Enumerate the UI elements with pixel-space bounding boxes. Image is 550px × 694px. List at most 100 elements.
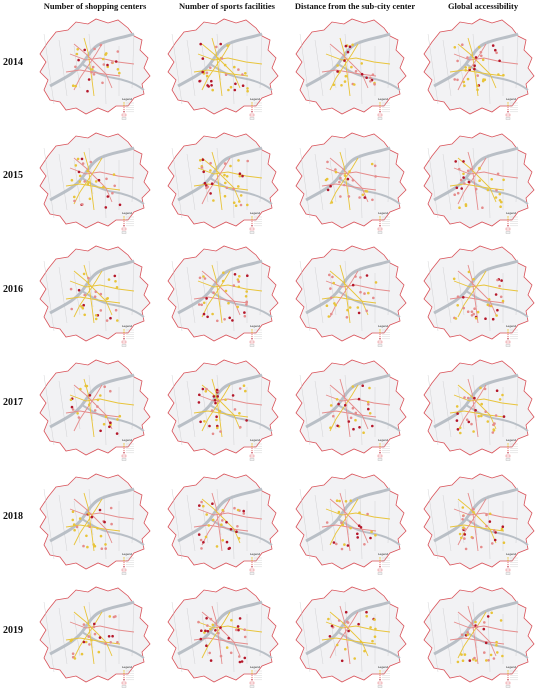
district-line	[314, 494, 324, 552]
metro-line	[449, 296, 505, 304]
map-2017-col1: Legend	[30, 355, 160, 467]
district-line	[487, 607, 491, 673]
station-point	[243, 628, 246, 631]
station-point	[242, 512, 246, 515]
station-point	[325, 304, 329, 307]
metro-line	[321, 410, 377, 418]
station-point	[346, 50, 350, 54]
station-point	[197, 533, 201, 536]
legend-title: Legend	[122, 552, 132, 556]
legend-swatch	[123, 559, 125, 561]
station-point	[84, 640, 88, 644]
station-point	[118, 414, 122, 418]
district-line	[58, 494, 68, 552]
station-point	[211, 432, 215, 436]
map-legend: Legend	[505, 552, 518, 575]
station-point	[212, 291, 215, 294]
station-point	[234, 628, 238, 632]
map-legend: Legend	[249, 97, 262, 120]
station-point	[116, 68, 120, 71]
station-point	[239, 203, 243, 207]
legend-swatch	[251, 563, 253, 566]
station-point	[470, 314, 474, 317]
station-point	[104, 642, 107, 645]
station-point	[479, 386, 482, 390]
metro-line	[457, 611, 487, 659]
map-2018-col3: Legend	[286, 469, 416, 581]
station-point	[102, 422, 106, 426]
map-legend: Legend	[121, 552, 134, 575]
legend-swatch	[379, 216, 381, 218]
station-point	[456, 59, 459, 63]
station-point	[502, 73, 505, 77]
legend-swatch	[507, 561, 509, 564]
station-point	[75, 525, 79, 529]
legend-swatch	[379, 218, 381, 220]
metro-line	[69, 621, 135, 633]
station-point	[201, 57, 205, 60]
map-svg: Legend	[423, 18, 535, 120]
station-point	[356, 536, 359, 539]
legend-swatch	[507, 333, 509, 336]
station-point	[340, 547, 344, 551]
map-svg: Legend	[423, 245, 535, 347]
station-point	[205, 297, 208, 300]
station-point	[324, 178, 328, 182]
legend-boundary-swatch	[121, 340, 127, 344]
station-point	[330, 201, 334, 204]
station-point	[92, 73, 96, 76]
city-map	[167, 245, 279, 342]
station-point	[216, 399, 220, 403]
station-point	[339, 195, 342, 198]
station-point	[209, 192, 212, 195]
station-point	[200, 500, 203, 504]
station-point	[359, 290, 362, 294]
legend-swatch	[379, 445, 381, 447]
station-point	[327, 315, 331, 318]
station-point	[94, 314, 98, 317]
station-point	[495, 389, 499, 392]
station-point	[462, 172, 465, 176]
city-map	[39, 586, 151, 683]
station-point	[346, 621, 350, 624]
metro-line	[339, 605, 351, 665]
station-point	[216, 395, 219, 398]
station-point	[233, 273, 237, 276]
city-map	[167, 359, 279, 456]
station-point	[86, 545, 89, 549]
station-point	[467, 180, 471, 184]
station-point	[238, 172, 242, 175]
district-line	[359, 39, 363, 105]
station-point	[71, 408, 75, 411]
station-point	[201, 70, 204, 74]
map-svg: Legend	[423, 586, 535, 688]
metro-line	[83, 378, 95, 438]
station-point	[468, 659, 472, 662]
district-line	[515, 260, 519, 316]
metro-line	[329, 270, 359, 318]
station-point	[70, 178, 74, 182]
metro-line	[201, 498, 241, 544]
station-point	[205, 74, 209, 78]
station-point	[354, 275, 357, 278]
river	[49, 259, 135, 315]
station-point	[333, 302, 336, 305]
map-legend: Legend	[121, 211, 134, 234]
station-point	[459, 178, 463, 182]
station-point	[501, 299, 505, 303]
legend-area-swatch	[505, 685, 511, 688]
legend-boundary-swatch	[121, 227, 127, 231]
map-svg: Legend	[167, 245, 279, 347]
map-legend: Legend	[249, 324, 262, 347]
map-2018-col1: Legend	[30, 469, 160, 581]
district-line	[442, 380, 452, 438]
city-boundary	[39, 473, 151, 570]
station-point	[113, 184, 116, 188]
station-point	[73, 657, 77, 660]
station-point	[200, 547, 203, 550]
map-2019-col4: Legend	[414, 582, 544, 694]
station-point	[480, 402, 483, 406]
station-point	[237, 628, 240, 632]
station-point	[226, 44, 229, 47]
legend-area-swatch	[249, 344, 255, 347]
